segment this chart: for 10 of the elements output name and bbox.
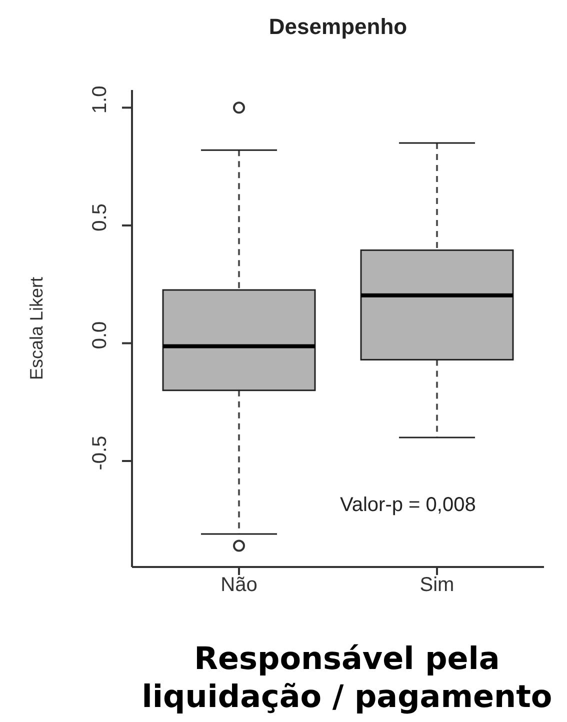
y-tick-label: 0.5	[89, 204, 111, 232]
y-axis-title: Escala Likert	[26, 276, 46, 380]
x-axis-title: Responsável pela liquidação / pagamento	[140, 640, 554, 716]
annotation: Valor-p = 0,008	[340, 494, 476, 517]
chart-title: Desempenho	[268, 14, 408, 40]
x-tick-label: Sim	[420, 574, 454, 596]
y-tick-label: 0.0	[89, 321, 111, 350]
y-tick-label: 1.0	[89, 86, 111, 114]
y-tick-label: -0.5	[89, 436, 111, 470]
x-tick-label: Não	[220, 574, 258, 596]
